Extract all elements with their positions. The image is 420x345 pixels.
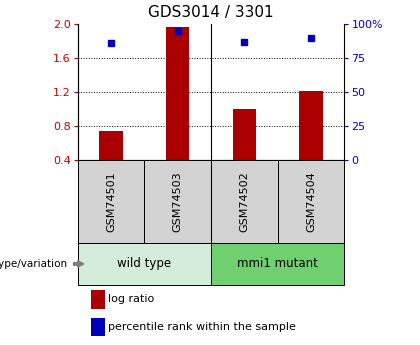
Bar (211, 160, 278, 243)
Bar (278, 160, 344, 243)
Bar (100, 131, 123, 160)
Text: percentile rank within the sample: percentile rank within the sample (108, 322, 296, 332)
Bar (233, 109, 256, 160)
Text: wild type: wild type (117, 257, 171, 270)
Text: GSM74502: GSM74502 (239, 171, 249, 232)
Title: GDS3014 / 3301: GDS3014 / 3301 (148, 5, 274, 20)
Bar (166, 27, 189, 160)
Bar (211, 243, 344, 285)
Bar (91, 318, 105, 336)
Bar (78, 243, 211, 285)
Text: log ratio: log ratio (108, 294, 155, 304)
Bar (78, 160, 144, 243)
Text: mmi1 mutant: mmi1 mutant (237, 257, 318, 270)
Bar (144, 160, 211, 243)
Bar (91, 290, 105, 308)
Text: GSM74501: GSM74501 (106, 171, 116, 232)
Text: genotype/variation: genotype/variation (0, 259, 67, 269)
Text: GSM74504: GSM74504 (306, 171, 316, 232)
Bar (299, 91, 323, 160)
Text: GSM74503: GSM74503 (173, 171, 183, 232)
